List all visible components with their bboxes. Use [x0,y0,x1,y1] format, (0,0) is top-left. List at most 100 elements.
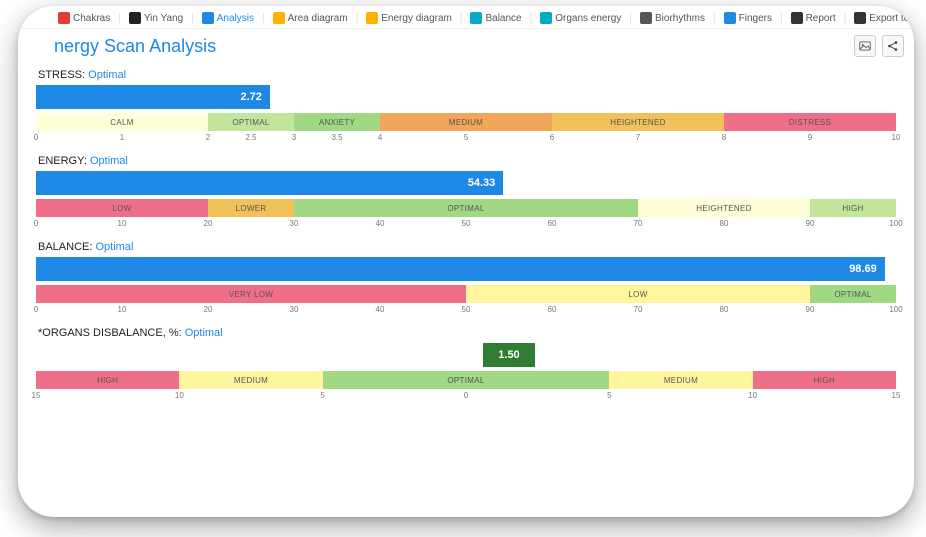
zone-medium: MEDIUM [609,371,752,389]
tab-icon [791,12,803,24]
tab-analysis[interactable]: Analysis [198,10,258,26]
zone-medium: MEDIUM [179,371,322,389]
axis-tick: 1 [120,133,124,142]
zone-high: HIGH [753,371,896,389]
axis-tick: 10 [118,219,127,228]
zone-anxiety: ANXIETY [294,113,380,131]
tab-icon [540,12,552,24]
axis-tick: 20 [204,219,213,228]
tab-energy-diagram[interactable]: Energy diagram [362,10,456,26]
axis-tick: 2 [206,133,210,142]
organs-zones: HIGHMEDIUMOPTIMALMEDIUMHIGH [36,371,896,389]
tab-separator: | [191,13,194,24]
energy-bar-fill: 54.33 [36,171,503,195]
tab-icon [854,12,866,24]
energy-value: 54.33 [468,177,496,189]
tab-area-diagram[interactable]: Area diagram [269,10,352,26]
stress-bar-fill: 2.72 [36,85,270,109]
axis-tick: 80 [720,305,729,314]
page-title: nergy Scan Analysis [54,36,216,57]
zone-high: HIGH [36,371,179,389]
tab-icon [724,12,736,24]
tab-yin-yang[interactable]: Yin Yang [125,10,187,26]
axis-tick: 100 [889,219,902,228]
tab-fingers[interactable]: Fingers [720,10,776,26]
axis-tick: 90 [806,305,815,314]
tab-separator: | [460,13,463,24]
axis-tick: 0 [34,133,38,142]
axis-tick: 100 [889,305,902,314]
image-button[interactable] [854,35,876,57]
zone-heightened: HEIGHTENED [552,113,724,131]
zone-calm: CALM [36,113,208,131]
share-icon [886,39,900,53]
axis-tick: 80 [720,219,729,228]
tab-separator: | [780,13,783,24]
image-icon [858,39,872,53]
balance-zones: VERY LOWLOWOPTIMAL [36,285,896,303]
axis-tick: 7 [636,133,640,142]
tab-label: Organs energy [555,13,621,24]
organs-axis: 15105051015 [36,391,896,403]
tab-icon [273,12,285,24]
tab-organs-energy[interactable]: Organs energy [536,10,625,26]
organs-status: Optimal [185,327,223,339]
energy-axis: 0102030405060708090100 [36,219,896,231]
stress-bar: 2.72 [36,85,896,109]
tab-separator: | [629,13,632,24]
tab-label: Yin Yang [144,13,183,24]
zone-very-low: VERY LOW [36,285,466,303]
tab-separator: | [356,13,359,24]
tab-separator: | [713,13,716,24]
zone-optimal: OPTIMAL [810,285,896,303]
axis-tick: 6 [550,133,554,142]
energy-label: ENERGY: [38,155,87,167]
axis-tick: 60 [548,305,557,314]
axis-tick: 10 [118,305,127,314]
axis-tick: 20 [204,305,213,314]
tab-export-to-csv[interactable]: Export to CSV [850,10,914,26]
tab-separator: | [844,13,847,24]
axis-tick: 5 [464,133,468,142]
tab-biorhythms[interactable]: Biorhythms [636,10,709,26]
zone-high: HIGH [810,199,896,217]
axis-tick: 30 [290,219,299,228]
tab-icon [470,12,482,24]
tab-label: Analysis [217,13,254,24]
tab-label: Balance [485,13,521,24]
tab-label: Chakras [73,13,110,24]
axis-tick: 3.5 [331,133,342,142]
stress-status: Optimal [88,69,126,81]
tab-separator: | [118,13,121,24]
stress-axis: 0122.533.545678910 [36,133,896,145]
axis-tick: 3 [292,133,296,142]
zone-low: LOW [466,285,810,303]
tab-icon [640,12,652,24]
metric-balance: BALANCE: Optimal 98.69 VERY LOWLOWOPTIMA… [36,241,896,317]
zone-optimal: OPTIMAL [323,371,610,389]
tab-label: Biorhythms [655,13,705,24]
share-button[interactable] [882,35,904,57]
tab-separator: | [530,13,533,24]
metric-energy: ENERGY: Optimal 54.33 LOWLOWEROPTIMALHEI… [36,155,896,231]
axis-tick: 15 [32,391,41,400]
energy-zones: LOWLOWEROPTIMALHEIGHTENEDHIGH [36,199,896,217]
axis-tick: 0 [34,219,38,228]
zone-optimal: OPTIMAL [208,113,294,131]
axis-tick: 5 [320,391,324,400]
axis-tick: 70 [634,305,643,314]
tab-report[interactable]: Report [787,10,840,26]
axis-tick: 0 [34,305,38,314]
tab-label: Energy diagram [381,13,452,24]
axis-tick: 10 [748,391,757,400]
zone-lower: LOWER [208,199,294,217]
axis-tick: 60 [548,219,557,228]
axis-tick: 30 [290,305,299,314]
organs-value: 1.50 [498,349,519,361]
axis-tick: 10 [175,391,184,400]
tab-balance[interactable]: Balance [466,10,525,26]
tab-chakras[interactable]: Chakras [54,10,114,26]
tab-label: Area diagram [288,13,348,24]
metric-organs: *ORGANS DISBALANCE, %: Optimal 1.50 HIGH… [36,327,896,403]
axis-tick: 40 [376,219,385,228]
